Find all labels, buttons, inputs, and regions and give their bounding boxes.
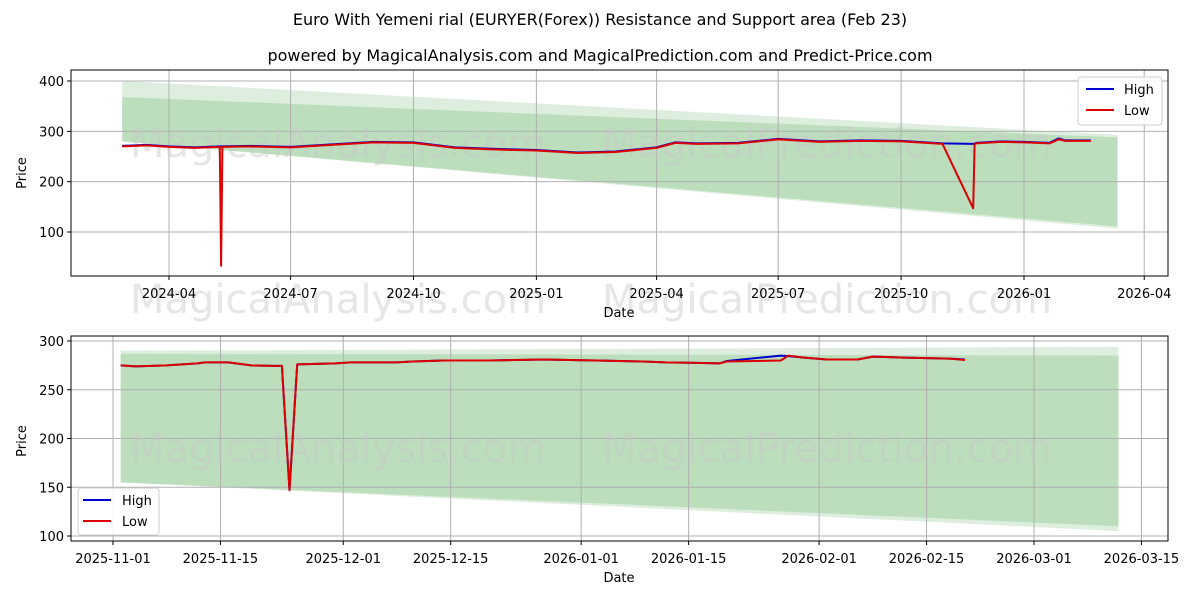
x-tick-label: 2026-04 xyxy=(1117,287,1171,302)
x-tick-label: 2025-10 xyxy=(874,287,928,302)
resistance-support-inner-band xyxy=(122,97,1118,227)
y-tick-label: 250 xyxy=(39,384,64,399)
x-tick-label: 2024-07 xyxy=(263,287,317,302)
x-tick-label: 2025-11-15 xyxy=(183,552,259,567)
top-chart-grid xyxy=(71,70,1168,276)
x-tick-label: 2024-10 xyxy=(386,287,440,302)
top-chart-lines xyxy=(122,137,1091,267)
x-tick-label: 2026-03-01 xyxy=(996,552,1072,567)
x-tick-label: 2025-01 xyxy=(509,287,563,302)
watermark-bottom-1: MagicalAnalysis.com xyxy=(130,426,546,472)
legend-high-label: High xyxy=(122,494,152,509)
y-tick-label: 200 xyxy=(39,433,64,448)
legend-low-label: Low xyxy=(122,515,148,530)
x-tick-label: 2025-12-01 xyxy=(305,552,381,567)
x-tick-label: 2024-04 xyxy=(142,287,196,302)
bottom-x-axis: 2025-11-01 2025-11-15 2025-12-01 2025-12-15… xyxy=(75,541,1179,567)
y-tick-label: 400 xyxy=(39,75,64,90)
chart-title: Euro With Yemeni rial (EURYER(Forex)) Re… xyxy=(292,10,908,29)
top-y-axis-label: Price xyxy=(15,157,30,189)
y-tick-label: 150 xyxy=(39,481,64,496)
top-chart: MagicalAnalysis.com MagicalPrediction.co… xyxy=(15,69,1171,323)
x-tick-label: 2025-11-01 xyxy=(75,552,151,567)
x-tick-label: 2026-01-15 xyxy=(651,552,727,567)
y-tick-label: 100 xyxy=(39,226,64,241)
x-tick-label: 2025-04 xyxy=(629,287,683,302)
bottom-y-axis: 100 150 200 250 300 xyxy=(39,335,71,545)
x-tick-label: 2025-07 xyxy=(751,287,805,302)
x-tick-label: 2026-02-01 xyxy=(781,552,857,567)
bottom-chart-grid xyxy=(71,336,1168,541)
y-tick-label: 300 xyxy=(39,335,64,350)
low-series-line xyxy=(120,354,965,492)
x-tick-label: 2026-02-15 xyxy=(889,552,965,567)
bottom-x-axis-label: Date xyxy=(603,571,634,586)
top-chart-frame xyxy=(70,69,1169,277)
y-tick-label: 300 xyxy=(39,125,64,140)
chart-subtitle: powered by MagicalAnalysis.com and Magic… xyxy=(267,46,933,65)
x-tick-label: 2026-03-15 xyxy=(1104,552,1180,567)
watermark-top-3: MagicalAnalysis.com xyxy=(130,277,546,323)
y-tick-label: 100 xyxy=(39,530,64,545)
watermark-bottom-2: MagicalPrediction.com xyxy=(602,426,1052,472)
top-chart-bands xyxy=(122,81,1118,229)
x-tick-label: 2026-01 xyxy=(997,287,1051,302)
bottom-chart: MagicalAnalysis.com MagicalPrediction.co… xyxy=(15,335,1179,586)
legend-high-label: High xyxy=(1124,83,1154,98)
bottom-legend: High Low xyxy=(77,487,160,536)
top-y-axis: 100 200 300 400 xyxy=(39,75,71,241)
top-legend: High Low xyxy=(1077,76,1163,126)
top-x-axis: 2024-04 2024-07 2024-10 2025-01 2025-04 2025-… xyxy=(142,276,1171,302)
low-series-line xyxy=(122,138,1091,267)
resistance-support-inner-band xyxy=(120,353,1119,527)
watermark-top-4: MagicalPrediction.com xyxy=(602,277,1052,323)
bottom-y-axis-label: Price xyxy=(15,425,30,457)
x-tick-label: 2026-01-01 xyxy=(543,552,619,567)
y-tick-label: 200 xyxy=(39,176,64,191)
x-tick-label: 2025-12-15 xyxy=(413,552,489,567)
top-x-axis-label: Date xyxy=(603,306,634,321)
legend-low-label: Low xyxy=(1124,104,1150,119)
bottom-chart-lines xyxy=(120,354,965,492)
